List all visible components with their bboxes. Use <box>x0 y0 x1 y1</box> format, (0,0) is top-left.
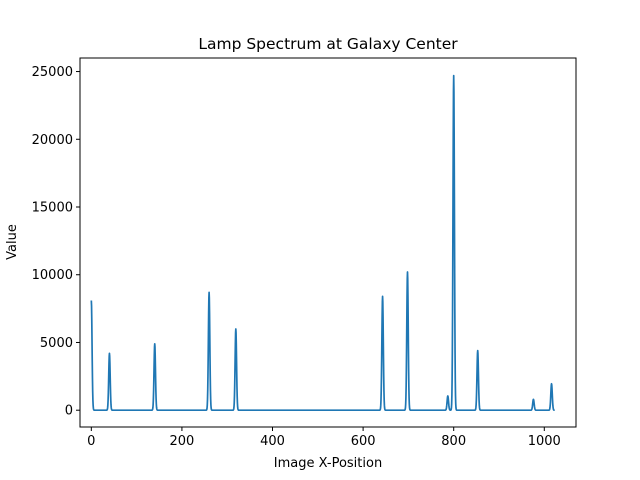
y-axis-label: Value <box>5 224 20 260</box>
x-tick-label: 600 <box>351 434 376 449</box>
x-tick-label: 1000 <box>528 434 561 449</box>
y-axis-ticks: 0 5000 10000 15000 20000 25000 <box>32 65 80 419</box>
y-tick-label: 20000 <box>32 133 73 148</box>
x-tick-label: 800 <box>441 434 466 449</box>
x-axis-ticks: 0 200 400 600 800 1000 <box>87 427 561 449</box>
y-tick-label: 25000 <box>32 65 73 80</box>
y-tick-label: 0 <box>65 404 73 419</box>
y-tick-label: 5000 <box>40 336 73 351</box>
x-tick-label: 400 <box>260 434 285 449</box>
x-axis-label: Image X-Position <box>274 456 382 471</box>
y-tick-label: 15000 <box>32 201 73 216</box>
x-tick-label: 0 <box>87 434 95 449</box>
series-line-spectrum <box>90 74 556 412</box>
y-tick-label: 10000 <box>32 268 73 283</box>
chart-title: Lamp Spectrum at Galaxy Center <box>198 35 458 53</box>
plot-area <box>90 74 556 412</box>
axes-frame <box>79 57 577 428</box>
x-tick-label: 200 <box>170 434 195 449</box>
